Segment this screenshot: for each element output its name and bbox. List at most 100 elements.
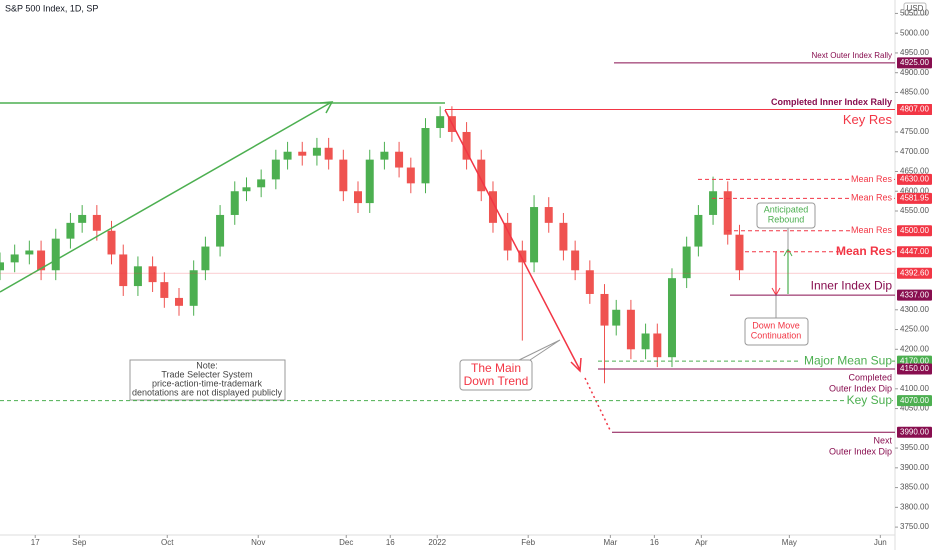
y-tick-label: 4550.00	[900, 206, 929, 215]
x-tick-label: 2022	[428, 538, 446, 547]
candle-body	[175, 297, 183, 306]
price-label: 4170.00	[900, 356, 929, 365]
y-tick-label: 3750.00	[900, 522, 929, 531]
note-box	[129, 359, 286, 401]
candle-body	[148, 266, 157, 283]
candle-body	[189, 270, 198, 306]
price-label: 4337.00	[900, 290, 929, 299]
currency: USD	[907, 4, 924, 13]
candle-body	[51, 238, 60, 271]
candle-body	[298, 151, 307, 156]
price-label-box	[897, 395, 932, 407]
price-label-box	[897, 225, 932, 237]
y-tick-label: 4900.00	[900, 68, 929, 77]
level-label: Inner Index Dip	[811, 278, 893, 292]
y-tick-label: 3800.00	[900, 502, 929, 511]
candle-body	[354, 191, 362, 204]
level-label-bg	[852, 225, 892, 237]
candle-body	[462, 131, 471, 160]
candle-body	[641, 333, 650, 350]
level-label-bg	[799, 354, 892, 369]
price-label: 4925.00	[900, 58, 929, 67]
candle-body	[66, 222, 75, 239]
arrow-head	[319, 101, 334, 114]
y-tick-label: 5050.00	[900, 9, 929, 18]
candle-body	[0, 262, 4, 271]
price-label: 4581.95	[900, 193, 929, 202]
price-label: 3990.00	[900, 427, 929, 436]
plot	[0, 106, 744, 384]
candle-body	[380, 151, 389, 160]
callout	[459, 359, 533, 391]
candle-body	[257, 179, 266, 188]
candle-body	[735, 234, 744, 271]
price-label: 4392.60	[900, 268, 929, 277]
callout-pointer	[514, 339, 561, 363]
candle-body	[216, 214, 225, 247]
x-tick-label: 17	[31, 538, 40, 547]
candle-body	[25, 250, 34, 255]
drawings	[0, 101, 816, 431]
level-label: Key Sup	[847, 393, 893, 407]
level-label: Outer Index Dip	[829, 383, 892, 393]
level-label: Outer Index Dip	[829, 447, 892, 457]
y-tick-label: 3950.00	[900, 443, 929, 452]
candle-body	[119, 254, 128, 287]
y-tick-label: 4750.00	[900, 127, 929, 136]
level-label: Mean Res	[851, 193, 893, 203]
level-label: Major Mean Sup	[804, 353, 892, 367]
price-label-box	[897, 103, 932, 115]
annotation: price-action-time-trademark	[152, 378, 263, 388]
annotation: Down Move	[752, 320, 800, 330]
price-label-box	[897, 246, 932, 258]
x-tick-label: Apr	[695, 538, 708, 547]
candle-body	[283, 151, 292, 160]
trend-line	[444, 109, 581, 371]
y-tick-label: 4250.00	[900, 325, 929, 334]
candle-body	[201, 246, 210, 271]
y-tick-label: 3850.00	[900, 483, 929, 492]
level-label-bg	[839, 244, 892, 259]
candle-body	[585, 270, 594, 294]
level-label: Completed Inner Index Rally	[771, 97, 892, 107]
candle-body	[365, 159, 374, 204]
y-tick-label: 3900.00	[900, 463, 929, 472]
x-tick-label: May	[782, 538, 797, 547]
price-label-box	[897, 57, 932, 69]
y-tick-label: 4700.00	[900, 147, 929, 156]
x-tick-label: Sep	[72, 538, 87, 547]
currency-box	[903, 2, 927, 16]
candle-body	[559, 222, 568, 251]
chart-title: S&P 500 Index, 1D, SP	[5, 3, 98, 13]
candle-body	[395, 151, 404, 168]
y-tick-label: 4200.00	[900, 344, 929, 353]
level-label: Mean Res	[851, 174, 893, 184]
level-label: Mean Res	[836, 244, 892, 258]
candle-body	[312, 147, 321, 156]
candle-body	[160, 282, 169, 298]
annotation: Trade Selecter System	[161, 369, 252, 379]
annotation: Down Trend	[464, 374, 529, 388]
candle-body	[667, 278, 676, 358]
x-tick-label: Oct	[161, 538, 174, 547]
candle-body	[37, 250, 46, 271]
x-tick-label: Feb	[521, 538, 535, 547]
level-label: Key Res	[843, 112, 893, 127]
candle-body	[626, 309, 635, 350]
candle-body	[544, 207, 553, 223]
candle-body	[518, 250, 527, 263]
price-label-box	[897, 173, 932, 185]
candle-body	[406, 167, 415, 184]
price-label-box	[897, 192, 932, 204]
candle-body	[709, 191, 718, 215]
x-tick-label: Dec	[339, 538, 353, 547]
y-tick-label: 4600.00	[900, 186, 929, 195]
level-label-bg	[845, 393, 892, 408]
candle-body	[503, 222, 512, 251]
price-label: 4150.00	[900, 364, 929, 373]
price-label-box	[897, 289, 932, 301]
candle-body	[133, 266, 142, 287]
y-tick-label: 5000.00	[900, 28, 929, 37]
candle-body	[530, 207, 539, 263]
